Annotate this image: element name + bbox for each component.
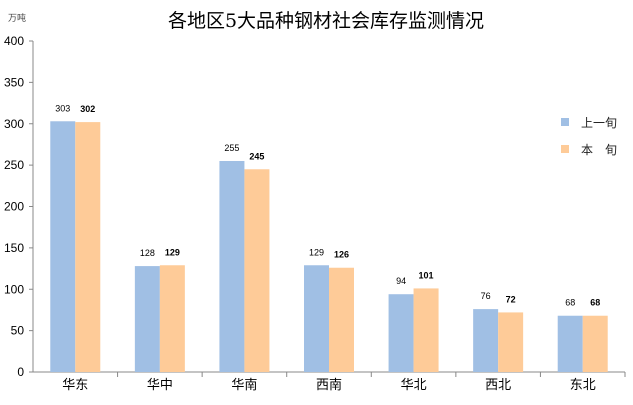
data-label: 303 xyxy=(55,103,70,113)
data-label: 129 xyxy=(165,247,180,257)
bar-previous xyxy=(473,309,499,372)
bar-previous xyxy=(388,294,414,372)
y-tick-label: 250 xyxy=(4,158,24,172)
y-axis-unit: 万吨 xyxy=(8,12,26,24)
x-tick-label: 华中 xyxy=(147,378,173,393)
legend-swatch xyxy=(561,145,569,153)
bar-current xyxy=(413,288,439,372)
data-label: 76 xyxy=(481,291,491,301)
y-tick-label: 400 xyxy=(4,34,24,48)
y-tick-label: 0 xyxy=(17,365,24,379)
legend-swatch xyxy=(561,118,569,126)
x-tick-label: 西北 xyxy=(485,378,511,393)
bar-previous xyxy=(50,121,76,372)
y-tick-label: 50 xyxy=(11,324,25,338)
bar-current xyxy=(75,122,101,372)
y-tick-label: 150 xyxy=(4,241,24,255)
data-label: 68 xyxy=(565,298,575,308)
data-label: 255 xyxy=(224,143,239,153)
data-label: 302 xyxy=(80,104,95,114)
y-tick-label: 100 xyxy=(4,282,24,296)
x-tick-label: 西南 xyxy=(316,377,342,393)
x-tick-label: 华南 xyxy=(231,377,257,393)
chart-title: 各地区5大品种钢材社会库存监测情况 xyxy=(168,10,484,32)
y-tick-label: 350 xyxy=(4,75,24,89)
y-tick-label: 200 xyxy=(4,200,24,214)
bar-previous xyxy=(134,266,160,372)
x-tick-label: 华东 xyxy=(62,378,88,393)
x-tick-label: 东北 xyxy=(570,378,596,393)
bar-previous xyxy=(304,265,329,372)
bar-current xyxy=(582,315,608,372)
x-tick-label: 华北 xyxy=(401,378,427,393)
data-label: 68 xyxy=(590,298,600,308)
bar-previous xyxy=(219,160,245,372)
bar-current xyxy=(159,265,185,372)
legend-label: 上一旬 xyxy=(581,116,617,130)
bar-previous xyxy=(557,315,583,372)
data-label: 126 xyxy=(334,250,349,260)
bar-current xyxy=(244,169,270,372)
bar-current xyxy=(498,312,524,372)
data-label: 101 xyxy=(419,270,434,280)
legend-label: 本 旬 xyxy=(581,143,617,157)
bar-current xyxy=(329,267,354,372)
data-label: 94 xyxy=(396,276,406,286)
data-label: 72 xyxy=(506,294,516,304)
data-label: 128 xyxy=(140,248,155,258)
data-label: 245 xyxy=(249,151,264,161)
y-tick-label: 300 xyxy=(4,117,24,131)
data-label: 129 xyxy=(309,247,324,257)
